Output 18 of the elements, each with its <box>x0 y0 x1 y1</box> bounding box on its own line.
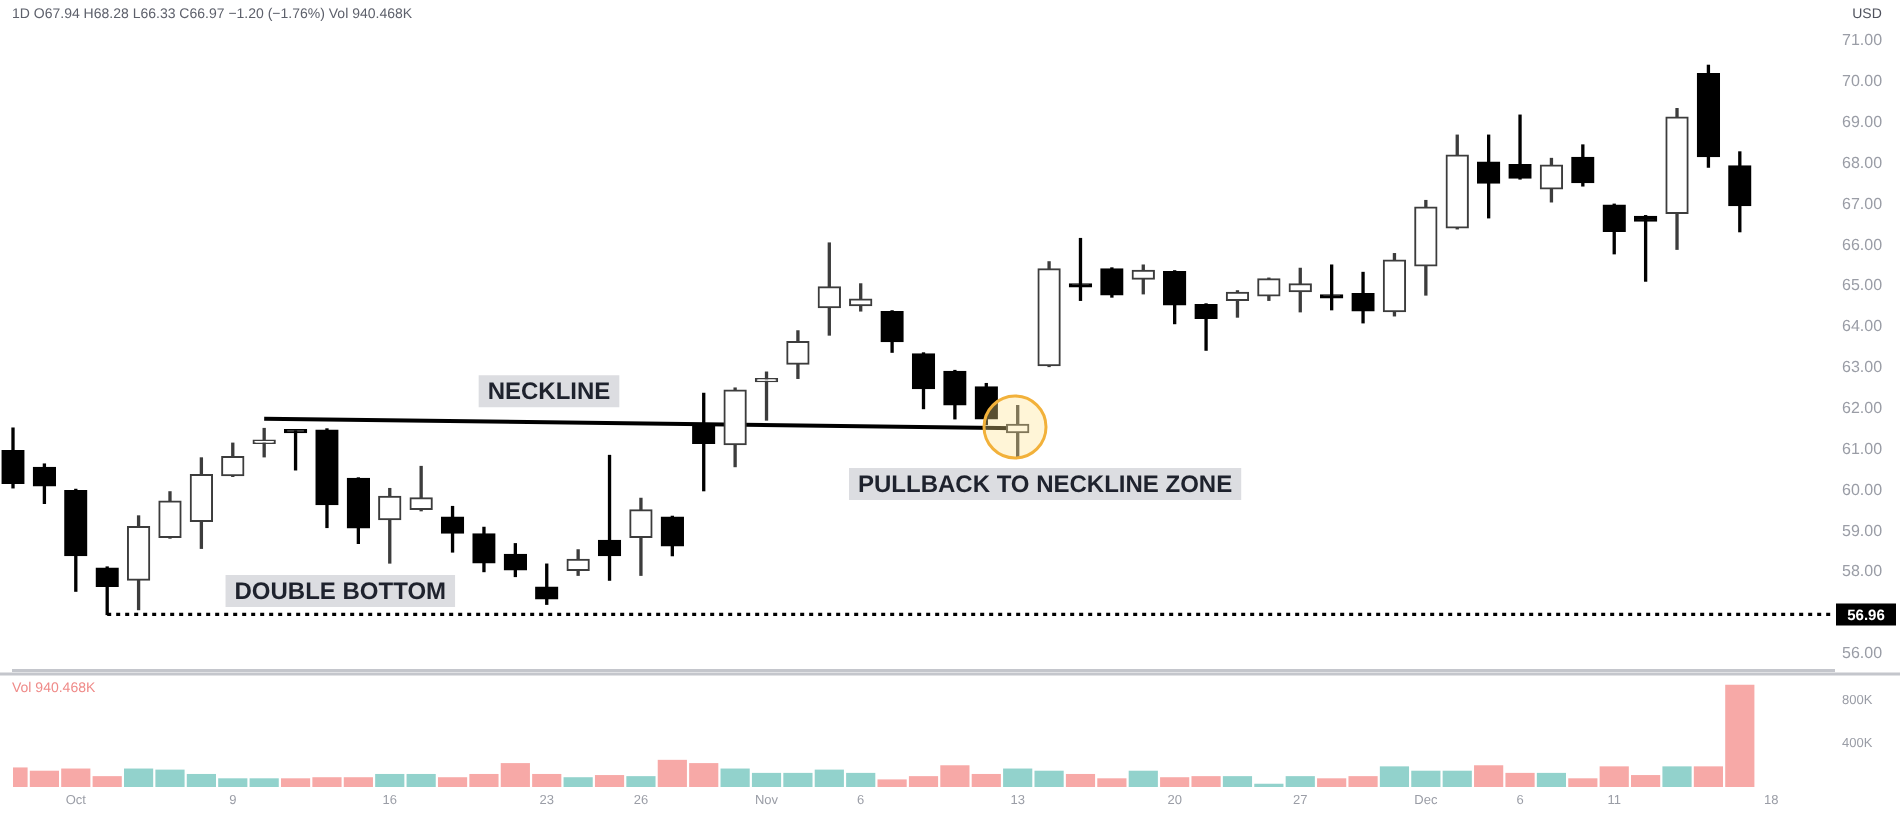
annotation: PULLBACK TO NECKLINE ZONE <box>857 469 1233 498</box>
series-label: DOUBLE BOTTOM <box>234 576 447 605</box>
y-tick-label: 56.00 <box>1841 644 1884 663</box>
y-tick-label: 62.00 <box>1841 398 1884 417</box>
series-label: NECKLINE <box>487 376 611 405</box>
y-tick-label: 65.00 <box>1841 276 1884 295</box>
y-tick-label: 60.00 <box>1841 480 1884 499</box>
y-tick-label: 71.00 <box>1841 31 1884 50</box>
y-tick-label: 58.00 <box>1841 562 1884 581</box>
y-tick-label: 69.00 <box>1841 112 1884 131</box>
y-tick-label: 59.00 <box>1841 521 1884 540</box>
y-tick-label: 64.00 <box>1841 317 1884 336</box>
y-tick-label: 68.00 <box>1841 153 1884 172</box>
y-tick-label: 70.00 <box>1841 72 1884 91</box>
y-tick-label: 63.00 <box>1841 358 1884 377</box>
y-tick-label: 61.00 <box>1841 439 1884 458</box>
y-tick-label: 66.00 <box>1841 235 1884 254</box>
y-tick-label: 67.00 <box>1841 194 1884 213</box>
